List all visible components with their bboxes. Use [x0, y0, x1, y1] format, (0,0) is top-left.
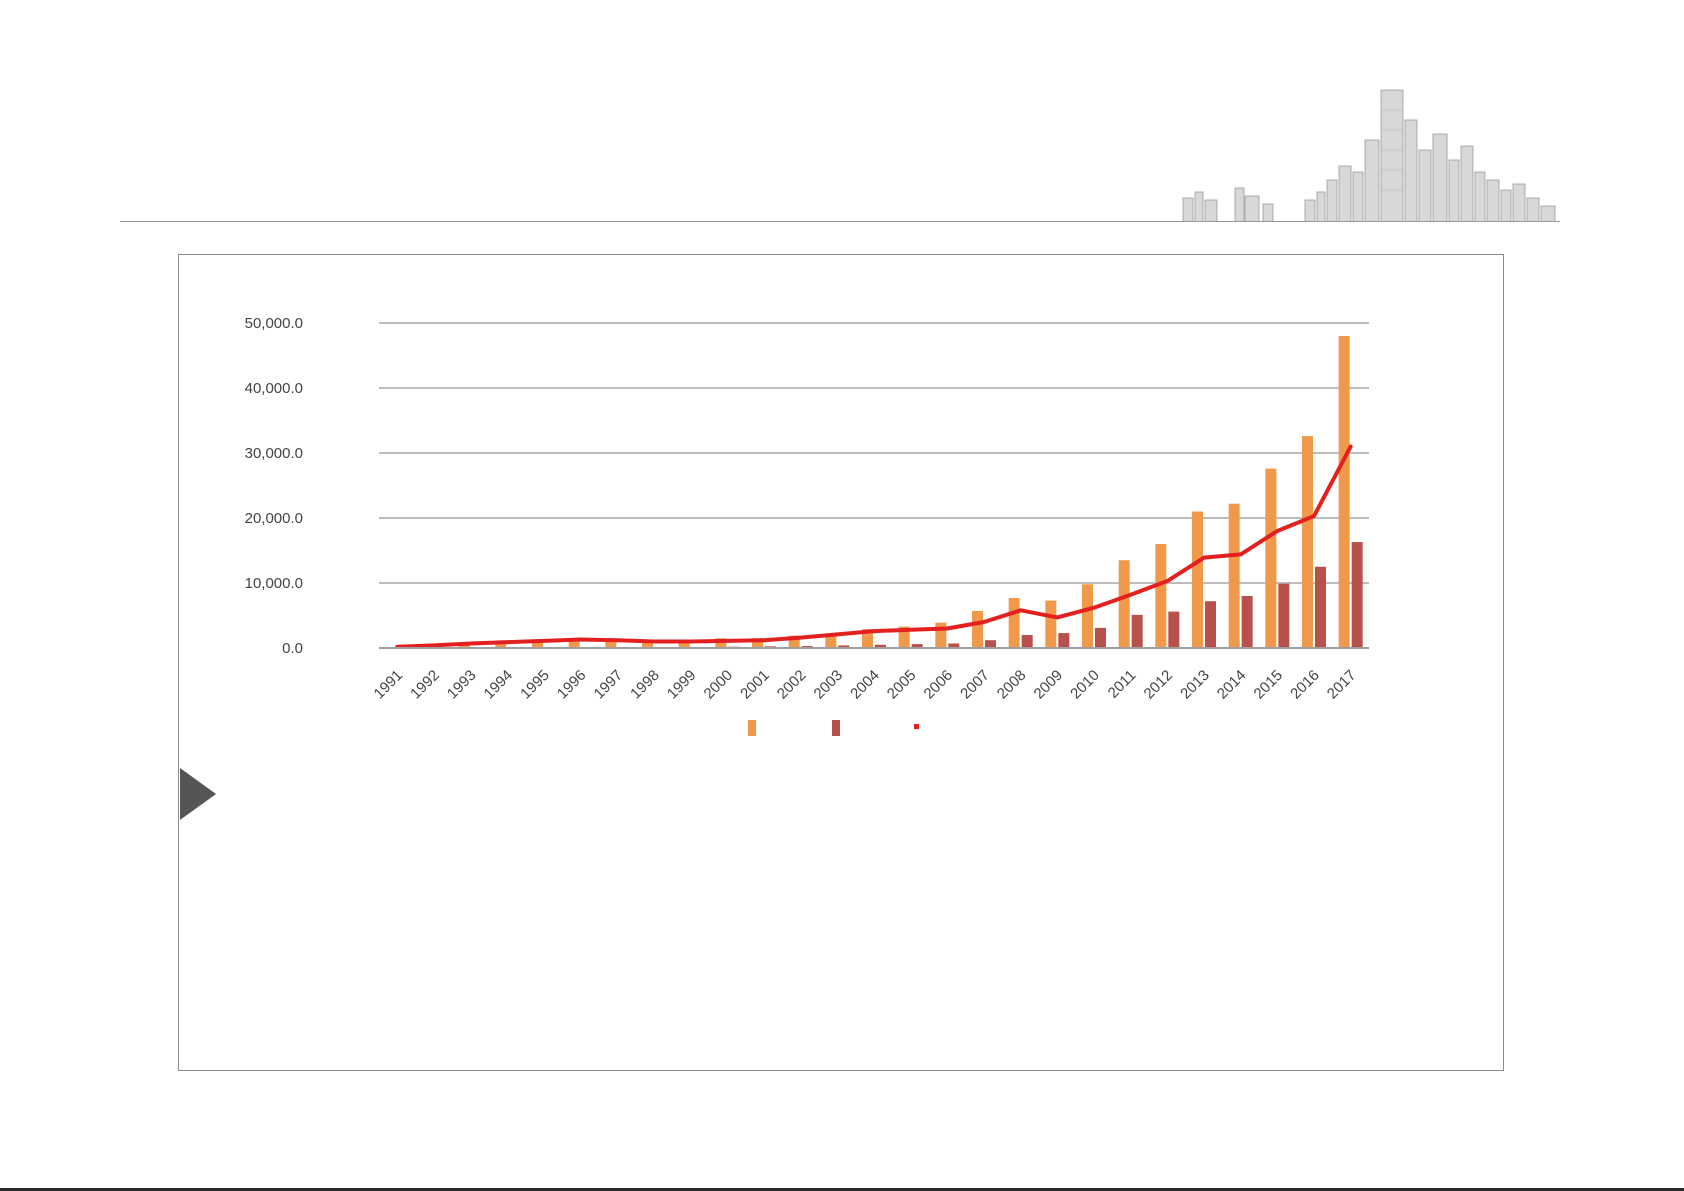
x-tick-label: 2001	[737, 667, 773, 703]
x-tick-label: 2011	[1105, 667, 1140, 702]
chart-svg: 0.0 10,000.0 20,000.0 30,000.0 40,000.0 50,00…	[245, 315, 1369, 736]
bar	[935, 622, 947, 648]
x-tick-label: 1997	[591, 667, 627, 703]
x-tick-label: 2013	[1177, 667, 1213, 703]
x-tick-label: 2003	[811, 667, 847, 703]
x-tick-label: 1995	[517, 667, 553, 703]
bar	[678, 639, 690, 648]
bar	[1021, 635, 1033, 648]
bar	[838, 645, 850, 648]
bar	[1168, 611, 1180, 648]
bar	[862, 629, 873, 648]
bar	[1082, 584, 1093, 648]
x-tick-label: 1996	[554, 667, 590, 703]
bar	[1205, 601, 1216, 648]
y-tick-label: 10,000.0	[245, 575, 303, 592]
bar	[1155, 544, 1167, 648]
x-tick-label: 1999	[664, 667, 700, 703]
footer-rule	[0, 1188, 1684, 1191]
bar	[1338, 336, 1350, 648]
bar	[1302, 436, 1313, 648]
bar	[985, 640, 996, 648]
bar	[911, 644, 923, 648]
x-tick-label: 2004	[847, 667, 883, 703]
legend-swatch	[832, 720, 840, 736]
y-tick-label: 40,000.0	[245, 380, 303, 397]
x-tick-label: 1998	[627, 667, 663, 703]
y-tick-label: 20,000.0	[245, 510, 303, 527]
bar	[788, 635, 800, 648]
bar	[532, 640, 543, 648]
bar	[605, 639, 617, 648]
bar	[972, 610, 983, 648]
x-tick-label: 2014	[1214, 667, 1250, 703]
x-tick-label: 1991	[371, 667, 407, 703]
x-tick-label: 2015	[1251, 667, 1287, 703]
legend-swatch	[914, 724, 919, 729]
bar	[1095, 627, 1106, 648]
x-tick-label: 2007	[957, 667, 993, 703]
x-tick-label: 2002	[774, 667, 810, 703]
bar	[1192, 511, 1203, 648]
legend-swatch	[748, 720, 756, 736]
y-tick-label: 30,000.0	[245, 445, 303, 462]
bar	[1131, 614, 1143, 648]
bar	[1045, 600, 1057, 648]
x-tick-label: 2000	[701, 667, 737, 703]
bar	[825, 633, 837, 648]
x-tick-label: 2008	[994, 667, 1030, 703]
x-tick-label: 2017	[1324, 667, 1360, 703]
x-tick-label: 2012	[1141, 667, 1177, 703]
bar	[1265, 468, 1277, 648]
city-skyline-icon	[1182, 89, 1556, 222]
bar	[1228, 503, 1240, 648]
bar	[1351, 542, 1363, 648]
bar	[1241, 596, 1253, 648]
x-tick-label: 1994	[481, 667, 517, 703]
chart-frame: 0.0 10,000.0 20,000.0 30,000.0 40,000.0 50,00…	[178, 254, 1504, 1071]
bar	[1278, 583, 1290, 648]
x-tick-label: 1993	[444, 667, 480, 703]
y-tick-label: 50,000.0	[245, 315, 303, 332]
x-tick-label: 2009	[1031, 667, 1067, 703]
header-divider	[120, 221, 1560, 222]
x-tick-label: 1992	[407, 667, 443, 703]
bar	[948, 643, 960, 648]
x-tick-label: 2010	[1067, 667, 1103, 703]
bar	[715, 638, 727, 648]
bar	[752, 638, 763, 648]
x-tick-label: 2005	[884, 667, 920, 703]
bar	[495, 642, 507, 648]
bar	[568, 639, 580, 648]
bar	[1315, 566, 1326, 648]
bar	[875, 644, 886, 648]
series-line	[395, 444, 1353, 649]
bar	[898, 626, 910, 648]
bar	[1058, 633, 1070, 648]
x-tick-label: 2016	[1287, 667, 1323, 703]
y-tick-label: 0.0	[282, 640, 303, 657]
bar	[1008, 597, 1020, 648]
play-triangle-icon	[180, 768, 216, 820]
bar	[458, 644, 470, 648]
bar	[642, 640, 653, 648]
x-tick-label: 2006	[921, 667, 957, 703]
bar	[1118, 560, 1130, 648]
